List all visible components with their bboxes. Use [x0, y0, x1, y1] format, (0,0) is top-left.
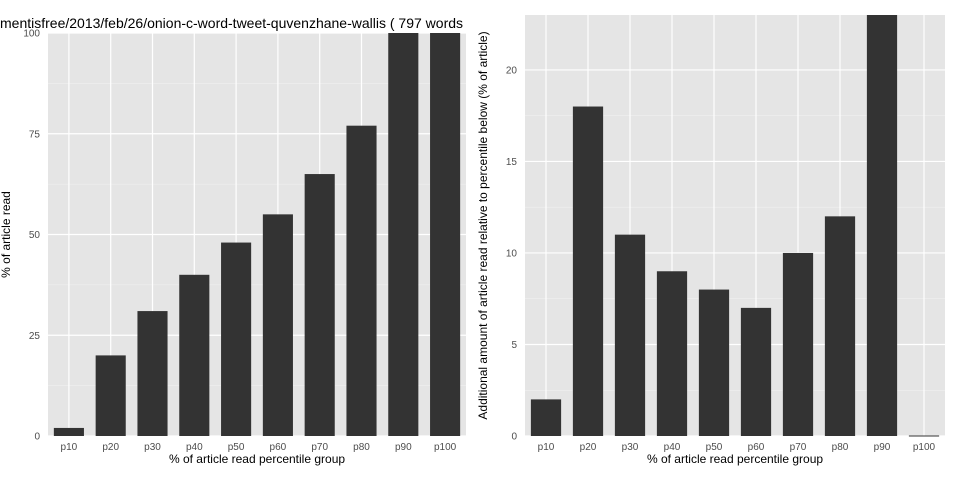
- x-tick-label: p100: [913, 442, 936, 453]
- y-tick-label: 0: [34, 432, 40, 443]
- x-tick-label: p30: [622, 442, 639, 453]
- chart-title: mentisfree/2013/feb/26/onion-c-word-twee…: [0, 15, 464, 31]
- x-tick-label: p90: [395, 442, 412, 453]
- bar-p70: [304, 174, 335, 437]
- x-tick-label: p10: [538, 442, 555, 453]
- y-tick-label: 25: [29, 331, 41, 342]
- y-tick-label: 75: [29, 129, 41, 140]
- x-tick-label: p50: [228, 442, 245, 453]
- x-tick-label: p70: [790, 442, 807, 453]
- x-tick-label: p20: [102, 442, 119, 453]
- x-tick-label: p40: [186, 442, 203, 453]
- bar-p20: [572, 106, 604, 437]
- bar-p50: [698, 289, 730, 436]
- bar-p40: [179, 274, 210, 436]
- x-tick-label: p70: [311, 442, 328, 453]
- x-tick-label: p50: [706, 442, 723, 453]
- y-tick-label: 20: [506, 65, 518, 76]
- x-tick-label: p60: [270, 442, 287, 453]
- bar-p40: [656, 271, 688, 436]
- bar-p90: [388, 33, 419, 436]
- y-tick-label: 5: [511, 340, 517, 351]
- x-axis-title: % of article read percentile group: [647, 452, 823, 466]
- bar-p30: [614, 234, 646, 436]
- x-tick-label: p90: [874, 442, 891, 453]
- bar-p80: [346, 125, 377, 436]
- x-tick-label: p40: [664, 442, 681, 453]
- x-tick-label: p60: [748, 442, 765, 453]
- y-tick-label: 10: [506, 248, 518, 259]
- bar-p60: [740, 307, 772, 436]
- bar-p90: [866, 15, 898, 436]
- left-chart: 0 25 50 75 100 p10 p20 p30 p40 p50 p60 p70 p80 p90 p10…: [0, 29, 466, 466]
- y-axis-title: Additional amount of article read relati…: [476, 31, 490, 419]
- bar-p10: [53, 427, 84, 436]
- y-tick-label: 0: [511, 432, 517, 443]
- x-tick-label: p10: [61, 442, 78, 453]
- x-tick-label: p80: [832, 442, 849, 453]
- x-axis-title: % of article read percentile group: [169, 452, 345, 466]
- y-tick-label: 15: [506, 157, 518, 168]
- y-axis-title: % of article read: [0, 191, 13, 278]
- bar-p20: [95, 355, 126, 436]
- bar-p60: [262, 214, 293, 436]
- bar-p70: [782, 252, 814, 436]
- bar-p100: [908, 435, 940, 437]
- bar-p30: [137, 311, 168, 436]
- right-chart: 0 5 10 15 20 p10 p20 p30 p40 p50 p60 p70 p80 p90 p100%…: [476, 15, 945, 466]
- x-tick-label: p30: [144, 442, 161, 453]
- bar-p50: [221, 242, 252, 436]
- y-tick-label: 100: [23, 29, 40, 40]
- y-tick-label: 50: [29, 230, 41, 241]
- x-tick-label: p100: [434, 442, 457, 453]
- bar-p10: [530, 399, 562, 436]
- x-tick-label: p20: [580, 442, 597, 453]
- bar-p80: [824, 216, 856, 436]
- x-tick-label: p80: [353, 442, 370, 453]
- bar-p100: [430, 33, 461, 436]
